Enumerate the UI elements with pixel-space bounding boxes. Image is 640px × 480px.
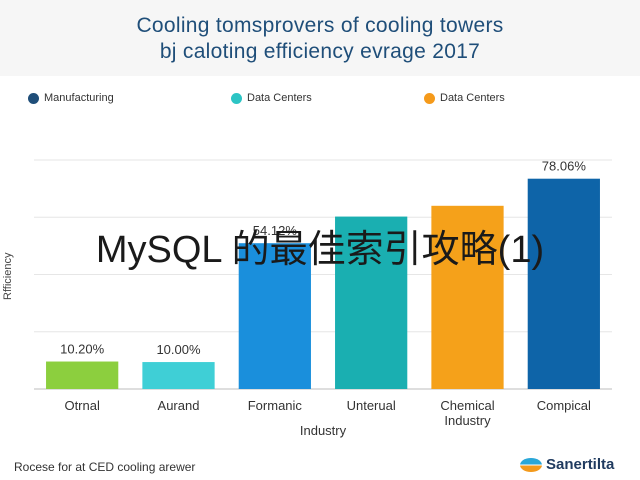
legend-label: Data Centers: [440, 92, 505, 104]
chart-header: Cooling tomsprovers of cooling towers bj…: [0, 0, 640, 76]
legend-swatch-icon: [231, 92, 242, 104]
x-tick-label: Chemical Industry: [440, 398, 494, 428]
footer-note: Rocese for at CED cooling arewer: [14, 460, 196, 474]
data-label: 54.12%: [253, 223, 298, 238]
bar: [46, 361, 119, 389]
x-tick-label: Formanic: [248, 398, 303, 413]
brand-logo: Sanertilta: [520, 456, 614, 473]
legend-label: Manufacturing: [44, 92, 114, 104]
legend-swatch-icon: [28, 92, 39, 104]
brand-mark-icon: [520, 457, 542, 472]
legend-item-3: Data Centers: [424, 91, 505, 105]
chart-title: Cooling tomsprovers of cooling towers: [136, 14, 504, 37]
bar: [335, 216, 408, 389]
brand-name: Sanertilta: [546, 456, 615, 473]
x-tick-label: Compical: [537, 398, 591, 413]
bar: [527, 178, 600, 389]
legend-item-1: Manufacturing: [28, 91, 114, 105]
bar: [238, 243, 311, 389]
data-label: 10.00%: [156, 342, 201, 357]
legend-label: Data Centers: [247, 92, 312, 104]
bar: [431, 205, 504, 389]
x-tick-label: Otrnal: [64, 398, 100, 413]
bar: [142, 362, 215, 389]
legend-swatch-icon: [424, 92, 435, 104]
x-tick-label: Unterual: [347, 398, 396, 413]
overlay-watermark-text: MySQL 的最佳索引攻略(1): [95, 229, 545, 271]
chart-subtitle: bj caloting efficiency evrage 2017: [159, 40, 481, 63]
data-label: 78.06%: [542, 159, 587, 174]
x-axis-label: Industry: [300, 423, 347, 438]
legend-item-2: Data Centers: [231, 91, 312, 105]
data-label: 10.20%: [60, 342, 105, 357]
x-tick-label: Aurand: [158, 398, 200, 413]
